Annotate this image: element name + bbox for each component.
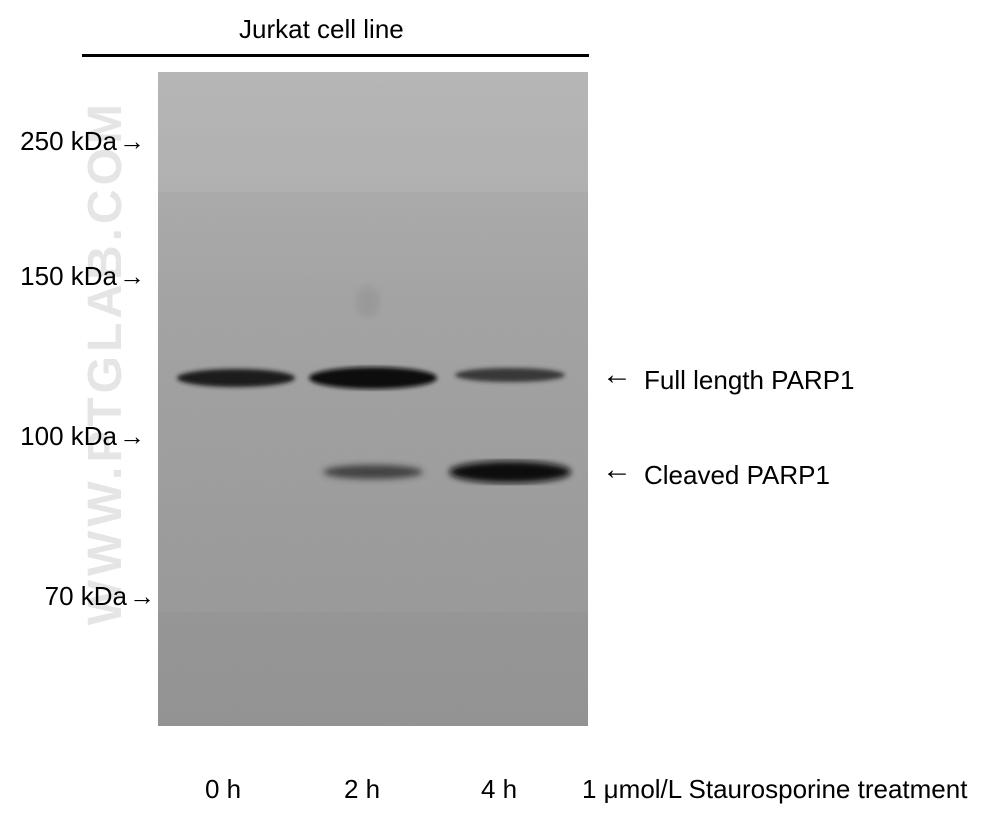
mw-marker-250: 250 kDa→ bbox=[0, 126, 145, 157]
arrow-right-icon: → bbox=[119, 421, 145, 452]
mw-marker-label: 100 kDa bbox=[20, 421, 117, 451]
blot-svg bbox=[158, 72, 588, 726]
cell-line-label: Jurkat cell line bbox=[239, 14, 404, 45]
lane-label-2h: 2 h bbox=[344, 774, 380, 805]
band-full-2h bbox=[309, 367, 437, 389]
mw-marker-70: 70 kDa→ bbox=[5, 581, 155, 612]
mw-marker-label: 250 kDa bbox=[20, 126, 117, 156]
mw-marker-label: 70 kDa bbox=[45, 581, 127, 611]
band-full-4h bbox=[455, 368, 565, 382]
treatment-condition-label: 1 μmol/L Staurosporine treatment bbox=[582, 774, 967, 805]
band-full-0h bbox=[177, 369, 295, 387]
arrow-right-icon: → bbox=[119, 261, 145, 292]
sample-bracket-line bbox=[82, 54, 589, 57]
lane-label-0h: 0 h bbox=[205, 774, 241, 805]
watermark-text: WWW.PTGLAB.COM bbox=[78, 100, 133, 625]
mw-marker-label: 150 kDa bbox=[20, 261, 117, 291]
band-label-full-length: Full length PARP1 bbox=[644, 365, 855, 396]
arrow-right-icon: → bbox=[119, 126, 145, 157]
band-label-cleaved: Cleaved PARP1 bbox=[644, 460, 830, 491]
arrow-left-icon: ← bbox=[602, 453, 632, 487]
western-blot-figure: Jurkat cell line bbox=[0, 0, 1000, 835]
blot-membrane bbox=[158, 72, 588, 726]
lane-label-4h: 4 h bbox=[481, 774, 517, 805]
mw-marker-100: 100 kDa→ bbox=[0, 421, 145, 452]
band-cleaved-4h bbox=[449, 461, 571, 483]
arrow-left-icon: ← bbox=[602, 358, 632, 392]
mw-marker-150: 150 kDa→ bbox=[0, 261, 145, 292]
band-cleaved-2h bbox=[323, 465, 423, 479]
arrow-right-icon: → bbox=[129, 581, 155, 612]
